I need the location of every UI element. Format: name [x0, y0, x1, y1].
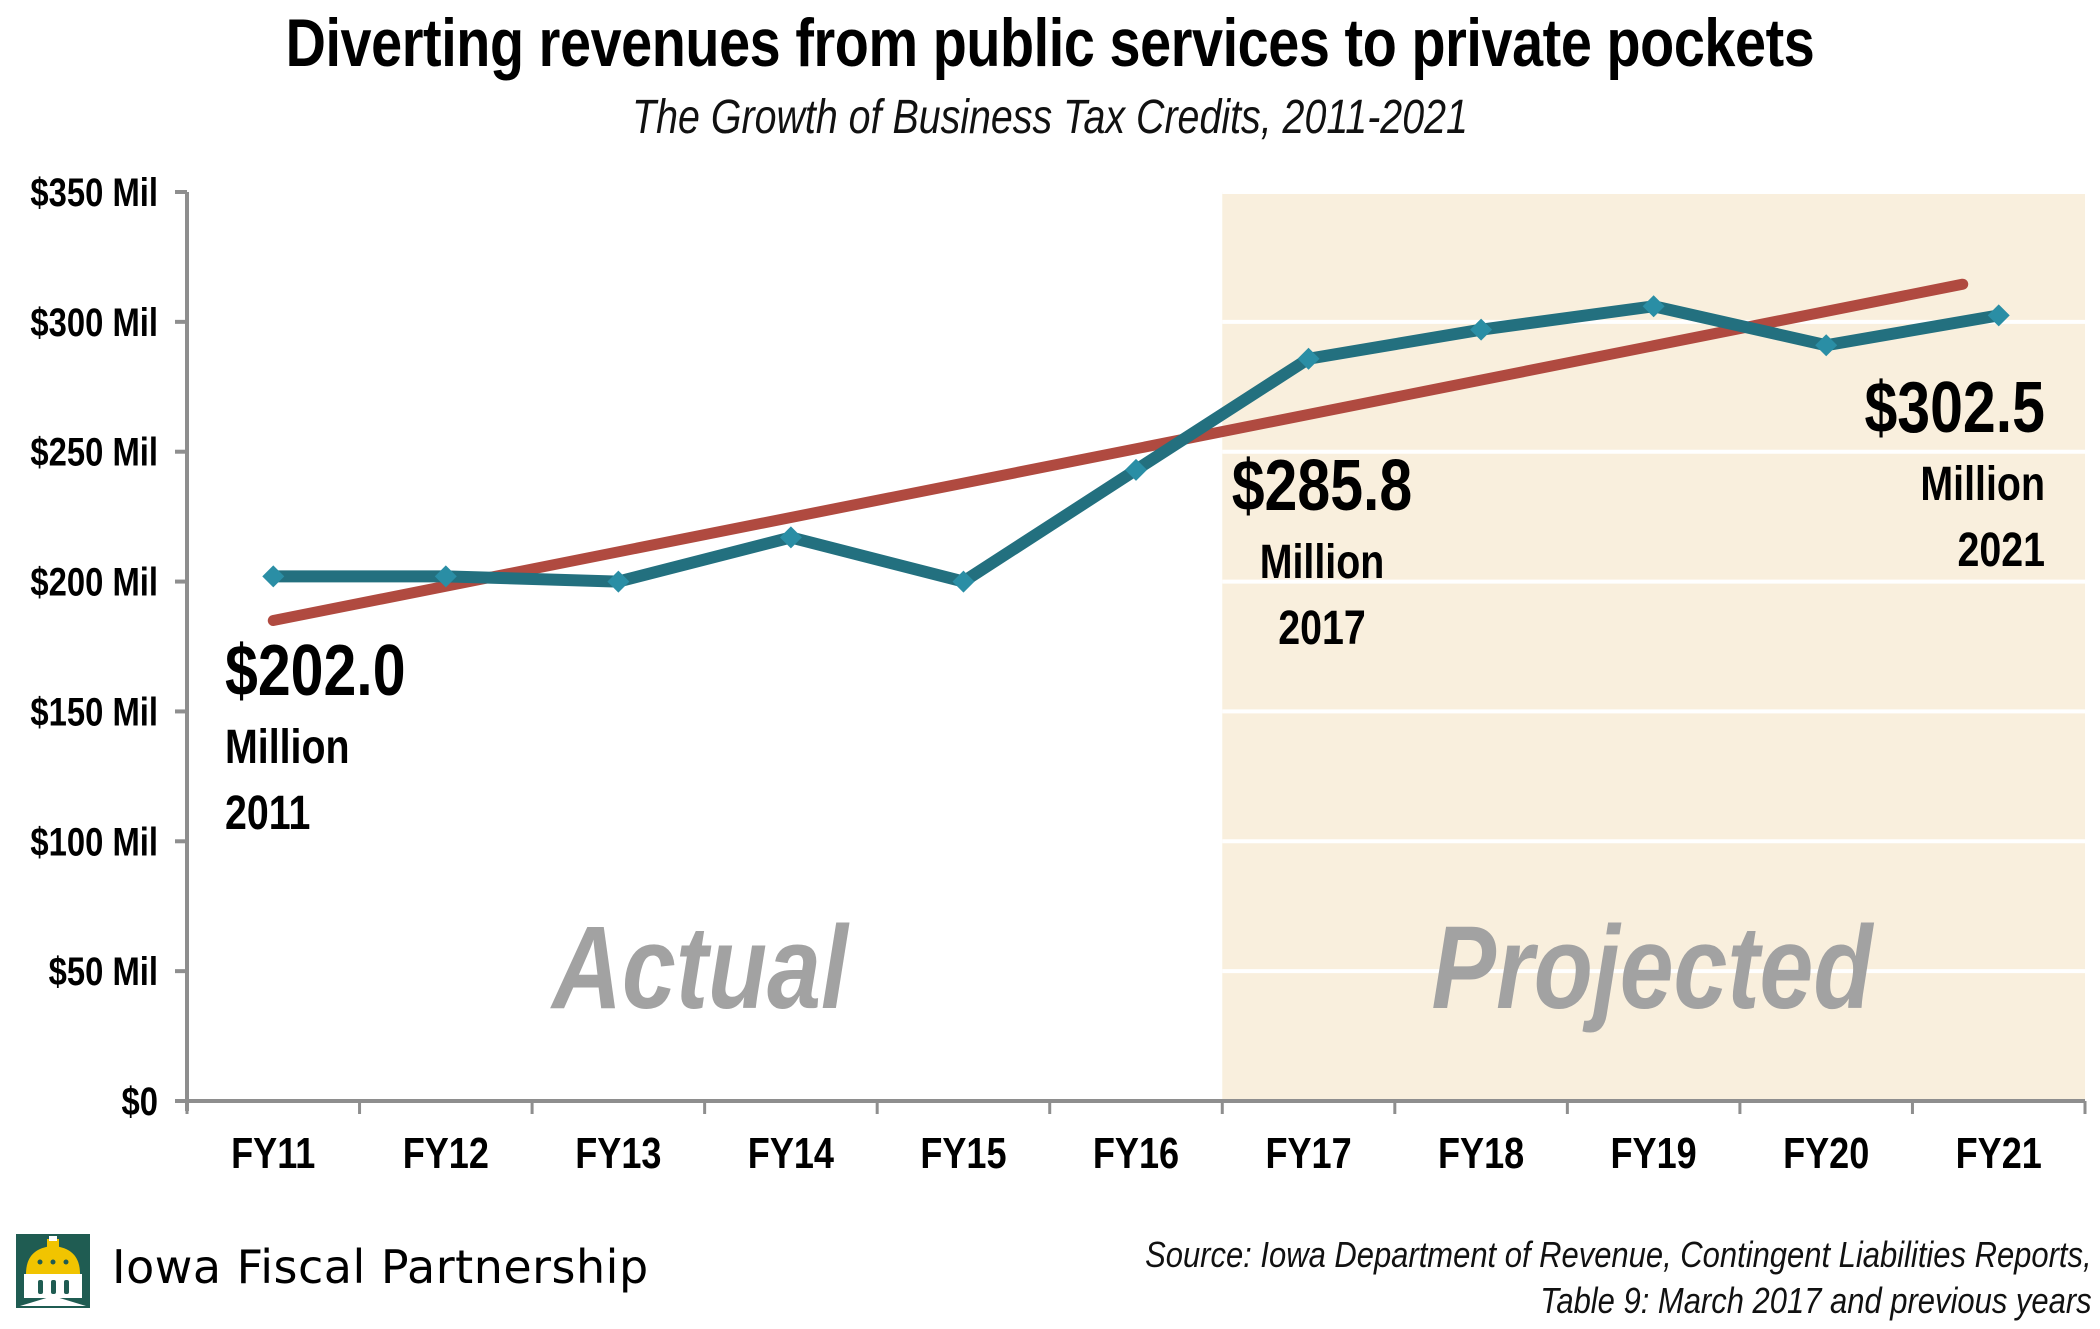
annotation-unit: Million [225, 720, 350, 774]
annotation-unit: Million [1920, 457, 2045, 511]
axes: $0 $50 Mil $100 Mil $150 Mil $200 Mil $250 Mi… [30, 170, 2087, 1178]
x-tick-label: FY14 [748, 1129, 835, 1178]
data-point-marker [1125, 458, 1147, 481]
data-point-marker [1470, 318, 1493, 341]
annotation-year: 2017 [1278, 601, 1366, 655]
trend-line-layer [267, 278, 1969, 627]
data-point-marker [1815, 334, 1838, 357]
y-tick-label: $100 Mil [30, 819, 158, 864]
source-note: Source: Iowa Department of Revenue, Cont… [1145, 1232, 2092, 1324]
organization-name: Iowa Fiscal Partnership [112, 1240, 649, 1294]
chart-subtitle: The Growth of Business Tax Credits, 2011… [632, 91, 1468, 144]
x-tick-label: FY17 [1265, 1129, 1351, 1178]
x-tick-label: FY13 [575, 1129, 661, 1178]
y-tick-label: $200 Mil [30, 559, 158, 604]
data-point-marker [607, 570, 630, 593]
data-point-marker [434, 565, 457, 588]
source-line-2: Table 9: March 2017 and previous years [1540, 1280, 2092, 1321]
y-tick-label: $150 Mil [30, 689, 158, 734]
annotation-value: $285.8 [1232, 444, 1413, 525]
x-tick-label: FY18 [1438, 1129, 1524, 1178]
annotation-value: $202.0 [225, 629, 406, 710]
y-tick-label: $0 [122, 1079, 158, 1124]
source-line-1: Source: Iowa Department of Revenue, Cont… [1145, 1234, 2092, 1275]
annotation-value: $302.5 [1864, 366, 2045, 447]
y-tick-label: $250 Mil [30, 430, 158, 475]
x-tick-label: FY15 [920, 1129, 1006, 1178]
annotation-year: 2021 [1957, 523, 2045, 577]
data-point-marker [1297, 347, 1320, 370]
annotation-year: 2011 [225, 786, 310, 840]
region-labels: Actual Projected [549, 901, 1874, 1033]
y-tick-label: $50 Mil [49, 949, 158, 994]
annotations: $202.0 Million 2011 $285.8 Million 2017 $302.5… [225, 366, 2045, 840]
series-layer [262, 295, 2010, 593]
capitol-dome-icon [16, 1234, 90, 1308]
chart-title: Diverting revenues from public services … [285, 5, 1815, 81]
x-tick-label: FY20 [1783, 1129, 1869, 1178]
x-tick-label: FY11 [231, 1129, 315, 1178]
x-tick-label: FY12 [403, 1129, 489, 1178]
data-point-marker [779, 526, 802, 549]
data-point-marker [1642, 295, 1665, 318]
data-point-marker [262, 565, 285, 588]
x-tick-label: FY16 [1093, 1129, 1179, 1178]
region-label-actual: Actual [549, 901, 849, 1033]
trend-line [267, 278, 1969, 627]
data-point-marker [952, 570, 975, 593]
y-tick-label: $300 Mil [30, 300, 158, 345]
x-tick-label: FY19 [1611, 1129, 1697, 1178]
data-point-marker [1987, 304, 2010, 327]
region-label-projected: Projected [1432, 901, 1875, 1033]
y-tick-label: $350 Mil [30, 170, 158, 215]
x-tick-label: FY21 [1956, 1129, 2042, 1178]
annotation-unit: Million [1260, 535, 1385, 589]
